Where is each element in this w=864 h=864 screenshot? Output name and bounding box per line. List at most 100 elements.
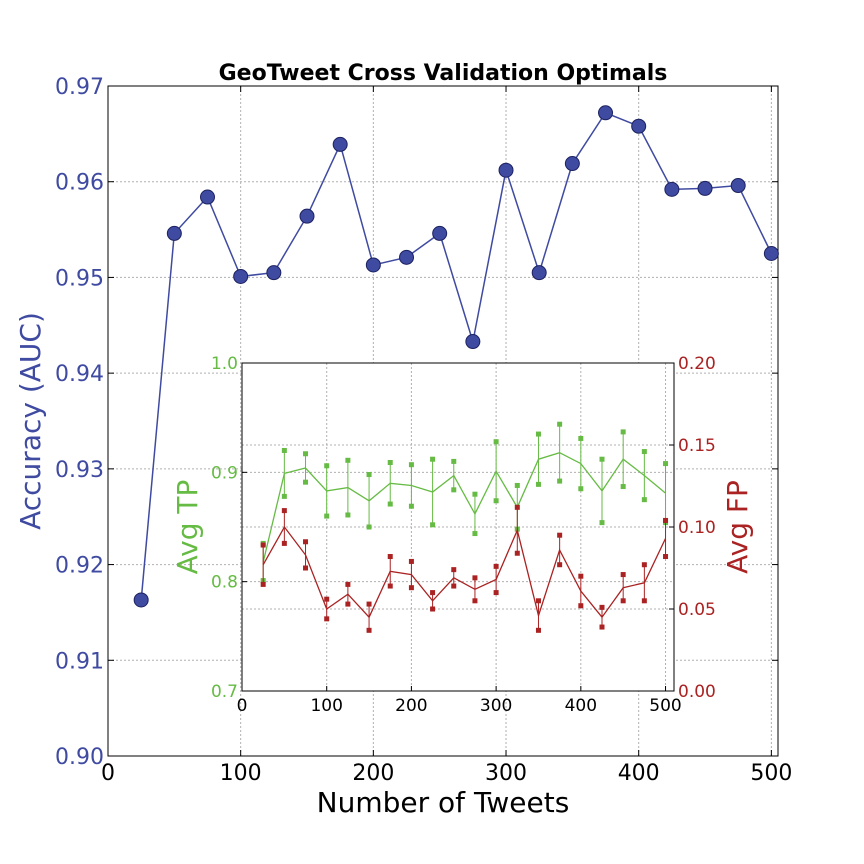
inset-plot: 0 100 200 300 400 500 0.7 0.8 0.9 1.0 0.00 0.05 0.10… xyxy=(211,354,716,716)
avg-fp-error-cap-bottom xyxy=(281,540,287,546)
avg-tp-error-cap-top xyxy=(324,463,330,469)
avg-fp-error-cap-bottom xyxy=(493,590,499,596)
main-x-tick-label: 200 xyxy=(352,761,394,786)
main-y-tick-label: 0.95 xyxy=(55,266,104,291)
avg-fp-error-cap-top xyxy=(324,596,330,602)
avg-tp-error-cap-bottom xyxy=(535,481,541,487)
main-x-tick-label: 100 xyxy=(220,761,262,786)
avg-tp-error-cap-top xyxy=(303,451,309,457)
avg-tp-error-cap-top xyxy=(514,482,520,488)
avg-tp-error-cap-bottom xyxy=(430,522,436,528)
accuracy-data-point xyxy=(498,162,514,178)
avg-fp-error-cap-bottom xyxy=(366,627,372,633)
avg-tp-error-cap-bottom xyxy=(324,513,330,519)
avg-tp-error-cap-bottom xyxy=(620,484,626,490)
inset-x-tick-label: 400 xyxy=(565,696,597,716)
avg-tp-error-cap-top xyxy=(493,439,499,445)
avg-fp-error-cap-bottom xyxy=(641,598,647,604)
avg-fp-error-cap-top xyxy=(641,562,647,568)
inset-right-tick-label: 0.20 xyxy=(678,354,716,374)
avg-tp-error-cap-top xyxy=(366,472,372,478)
avg-fp-error-cap-top xyxy=(387,554,393,560)
avg-tp-error-cap-bottom xyxy=(599,520,605,526)
inset-left-tick-label: 0.8 xyxy=(211,573,238,593)
inset-x-tick-label: 200 xyxy=(395,696,427,716)
main-y-tick-label: 0.90 xyxy=(55,745,104,770)
avg-fp-error-cap-top xyxy=(303,539,309,545)
avg-fp-error-cap-bottom xyxy=(578,603,584,609)
avg-fp-error-cap-top xyxy=(408,558,414,564)
avg-fp-error-cap-bottom xyxy=(303,565,309,571)
main-y-axis-label: Accuracy (AUC) xyxy=(14,312,47,530)
main-y-tick-label: 0.97 xyxy=(55,75,104,100)
avg-tp-series-line xyxy=(262,452,666,563)
avg-fp-error-cap-bottom xyxy=(663,554,669,560)
avg-fp-error-cap-bottom xyxy=(557,562,563,568)
avg-tp-error-cap-top xyxy=(599,456,605,462)
inset-right-tick-label: 0.10 xyxy=(678,518,716,538)
avg-fp-error-cap-bottom xyxy=(387,583,393,589)
avg-tp-error-cap-bottom xyxy=(472,531,478,537)
avg-tp-error-cap-bottom xyxy=(281,493,287,499)
main-x-tick-label: 0 xyxy=(101,761,115,786)
chart-title: GeoTweet Cross Validation Optimals xyxy=(219,61,668,86)
inset-x-tick-label: 500 xyxy=(649,696,681,716)
avg-fp-error-cap-top xyxy=(281,508,287,514)
avg-fp-error-cap-bottom xyxy=(472,598,478,604)
main-x-tick-label: 300 xyxy=(485,761,527,786)
avg-fp-error-cap-top xyxy=(472,575,478,581)
avg-fp-error-cap-top xyxy=(663,517,669,523)
accuracy-data-point xyxy=(465,334,481,350)
avg-fp-error-cap-bottom xyxy=(599,624,605,630)
avg-fp-error-cap-bottom xyxy=(408,585,414,591)
accuracy-data-point xyxy=(266,265,282,281)
avg-tp-error-cap-bottom xyxy=(303,479,309,485)
accuracy-data-point xyxy=(763,246,779,261)
accuracy-data-point xyxy=(365,257,381,273)
main-y-tick-label: 0.96 xyxy=(55,171,104,196)
accuracy-data-point xyxy=(133,592,149,608)
inset-right-axis-label: Avg FP xyxy=(721,480,754,574)
inset-x-tick-label: 300 xyxy=(480,696,512,716)
accuracy-data-point xyxy=(166,225,182,241)
avg-tp-error-cap-bottom xyxy=(408,503,414,509)
accuracy-data-point xyxy=(399,249,415,265)
avg-tp-error-cap-bottom xyxy=(557,478,563,484)
inset-x-tick-label: 0 xyxy=(237,696,248,716)
accuracy-data-point xyxy=(631,118,647,134)
inset-left-axis-label: Avg TP xyxy=(171,480,204,575)
main-x-axis-label: Number of Tweets xyxy=(317,786,570,819)
inset-left-tick-label: 1.0 xyxy=(211,354,238,374)
avg-tp-error-cap-top xyxy=(620,429,626,435)
accuracy-data-point xyxy=(332,136,348,152)
inset-plot-frame xyxy=(241,362,675,692)
accuracy-data-point xyxy=(233,268,249,284)
accuracy-data-point xyxy=(432,225,448,241)
main-x-tick-label: 500 xyxy=(750,761,792,786)
avg-tp-error-cap-top xyxy=(472,491,478,497)
avg-tp-error-cap-top xyxy=(281,447,287,453)
inset-right-tick-label: 0.15 xyxy=(678,436,716,456)
avg-tp-error-cap-bottom xyxy=(641,497,647,503)
avg-fp-error-cap-top xyxy=(599,604,605,610)
avg-fp-error-cap-bottom xyxy=(451,583,457,589)
avg-tp-error-cap-top xyxy=(387,459,393,465)
avg-tp-error-cap-top xyxy=(408,462,414,468)
avg-tp-error-cap-bottom xyxy=(345,512,351,518)
avg-fp-error-cap-top xyxy=(557,532,563,538)
avg-fp-error-cap-bottom xyxy=(430,606,436,612)
avg-fp-error-cap-top xyxy=(366,601,372,607)
inset-left-tick-label: 0.9 xyxy=(211,463,238,483)
avg-tp-error-cap-top xyxy=(557,421,563,427)
avg-tp-error-cap-top xyxy=(578,435,584,441)
avg-tp-error-cap-bottom xyxy=(387,501,393,507)
avg-fp-error-cap-bottom xyxy=(620,598,626,604)
avg-fp-error-cap-top xyxy=(620,572,626,578)
avg-fp-error-cap-top xyxy=(493,563,499,569)
main-y-tick-label: 0.93 xyxy=(55,458,104,483)
accuracy-data-point xyxy=(730,178,746,194)
inset-left-tick-label: 0.7 xyxy=(211,682,238,702)
main-x-tick-label: 400 xyxy=(618,761,660,786)
avg-tp-error-cap-bottom xyxy=(493,498,499,504)
